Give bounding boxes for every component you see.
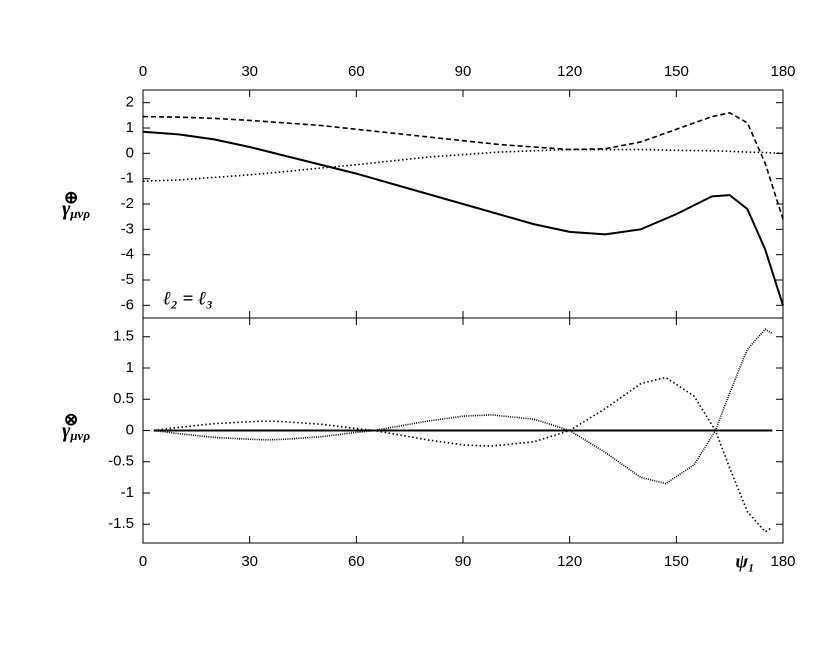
y-tick-label: -3: [121, 220, 134, 237]
y-label-base: γ: [62, 420, 71, 442]
y-tick-label: 0: [126, 144, 134, 161]
x-tick-label: 0: [139, 63, 147, 80]
y-tick-label: 1.5: [113, 328, 134, 345]
y-tick-label: -2: [121, 195, 134, 212]
y-tick-label: 0.5: [113, 390, 134, 407]
y-label: γμνρ⊕: [62, 188, 90, 221]
series-line: [142, 130, 784, 306]
x-tick-label: 120: [557, 553, 582, 570]
x-tick-label: 90: [455, 63, 472, 80]
y-tick-label: -5: [121, 271, 134, 288]
y-label-sub: μνρ: [69, 428, 90, 443]
y-tick-label: -1.5: [108, 515, 134, 532]
x-tick-label: 0: [139, 553, 147, 570]
x-tick-label: 120: [557, 63, 582, 80]
x-tick-label: 180: [770, 553, 795, 570]
x-tick-label: 60: [348, 553, 365, 570]
y-label-sup: ⊕: [64, 188, 78, 207]
y-tick-label: 0: [126, 421, 134, 438]
series-line: [142, 148, 784, 182]
y-tick-label: -4: [121, 246, 134, 263]
y-tick-label: -6: [121, 296, 134, 313]
annotation: ℓ₂ = ℓ₃: [163, 288, 213, 309]
x-tick-label: 30: [241, 553, 258, 570]
x-tick-label: 150: [664, 63, 689, 80]
y-tick-label: -1: [121, 170, 134, 187]
x-tick-label: 60: [348, 63, 365, 80]
y-label: γμνρ⊗: [62, 410, 90, 443]
x-tick-label: 30: [241, 63, 258, 80]
y-tick-label: 1: [126, 119, 134, 136]
series-line: [153, 328, 773, 485]
series-line: [153, 376, 773, 533]
y-tick-label: 1: [126, 359, 134, 376]
y-tick-label: -1: [121, 484, 134, 501]
y-label-base: γ: [62, 198, 71, 220]
y-label-sup: ⊗: [64, 410, 78, 429]
y-tick-label: -0.5: [108, 453, 134, 470]
x-tick-label: 180: [770, 63, 795, 80]
series-line: [142, 111, 784, 220]
x-tick-label: 90: [455, 553, 472, 570]
y-label-sub: μνρ: [69, 206, 90, 221]
x-tick-label: 150: [664, 553, 689, 570]
y-tick-label: 2: [126, 94, 134, 111]
x-label: ψ₁: [735, 551, 754, 572]
